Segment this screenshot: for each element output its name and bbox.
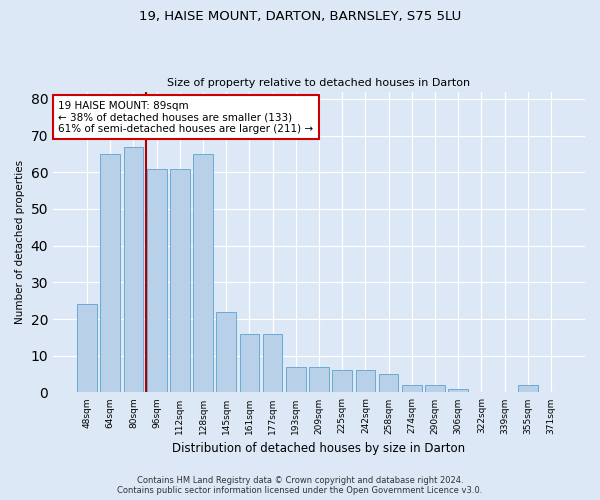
Bar [309, 366, 329, 392]
Bar [147, 168, 167, 392]
Bar [448, 389, 468, 392]
Bar [77, 304, 97, 392]
Bar [217, 312, 236, 392]
Text: Contains HM Land Registry data © Crown copyright and database right 2024.
Contai: Contains HM Land Registry data © Crown c… [118, 476, 482, 495]
Bar [239, 334, 259, 392]
Text: 19, HAISE MOUNT, DARTON, BARNSLEY, S75 5LU: 19, HAISE MOUNT, DARTON, BARNSLEY, S75 5… [139, 10, 461, 23]
Bar [193, 154, 213, 392]
Bar [263, 334, 283, 392]
X-axis label: Distribution of detached houses by size in Darton: Distribution of detached houses by size … [172, 442, 466, 455]
Bar [402, 385, 422, 392]
Text: 19 HAISE MOUNT: 89sqm
← 38% of detached houses are smaller (133)
61% of semi-det: 19 HAISE MOUNT: 89sqm ← 38% of detached … [58, 100, 313, 134]
Bar [170, 168, 190, 392]
Bar [518, 385, 538, 392]
Bar [100, 154, 120, 392]
Bar [332, 370, 352, 392]
Bar [356, 370, 375, 392]
Bar [425, 385, 445, 392]
Title: Size of property relative to detached houses in Darton: Size of property relative to detached ho… [167, 78, 470, 88]
Y-axis label: Number of detached properties: Number of detached properties [15, 160, 25, 324]
Bar [124, 146, 143, 392]
Bar [379, 374, 398, 392]
Bar [286, 366, 305, 392]
